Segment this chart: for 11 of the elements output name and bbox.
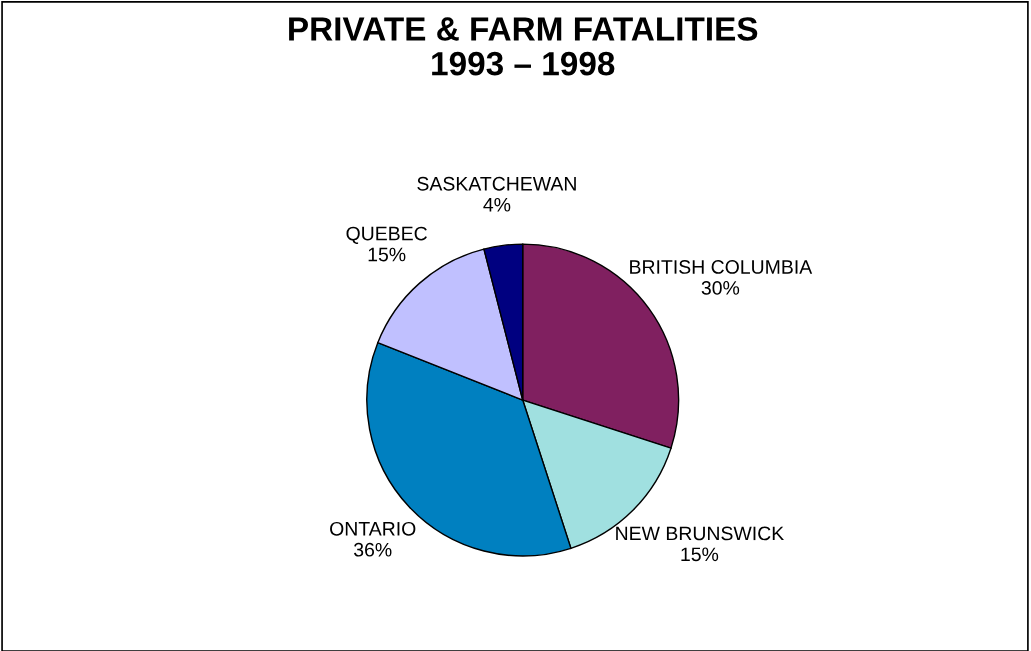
data-label: 4% [483, 197, 511, 212]
data-label: 36% [354, 542, 392, 557]
slice-label: QUEBEC [346, 226, 427, 244]
data-label: 30% [701, 281, 740, 295]
data-label: 15% [368, 247, 406, 262]
data-label: 15% [681, 547, 719, 562]
slice-label: BRITISH COLUMBIA [630, 260, 813, 274]
chart-title: PRIVATE & FARM FATALITIES 1993 – 1998 [289, 17, 758, 76]
slice-label: SASKATCHEWAN [417, 176, 576, 191]
slice-label: ONTARIO [330, 521, 416, 536]
slice-label: NEW BRUNSWICK [616, 526, 784, 541]
